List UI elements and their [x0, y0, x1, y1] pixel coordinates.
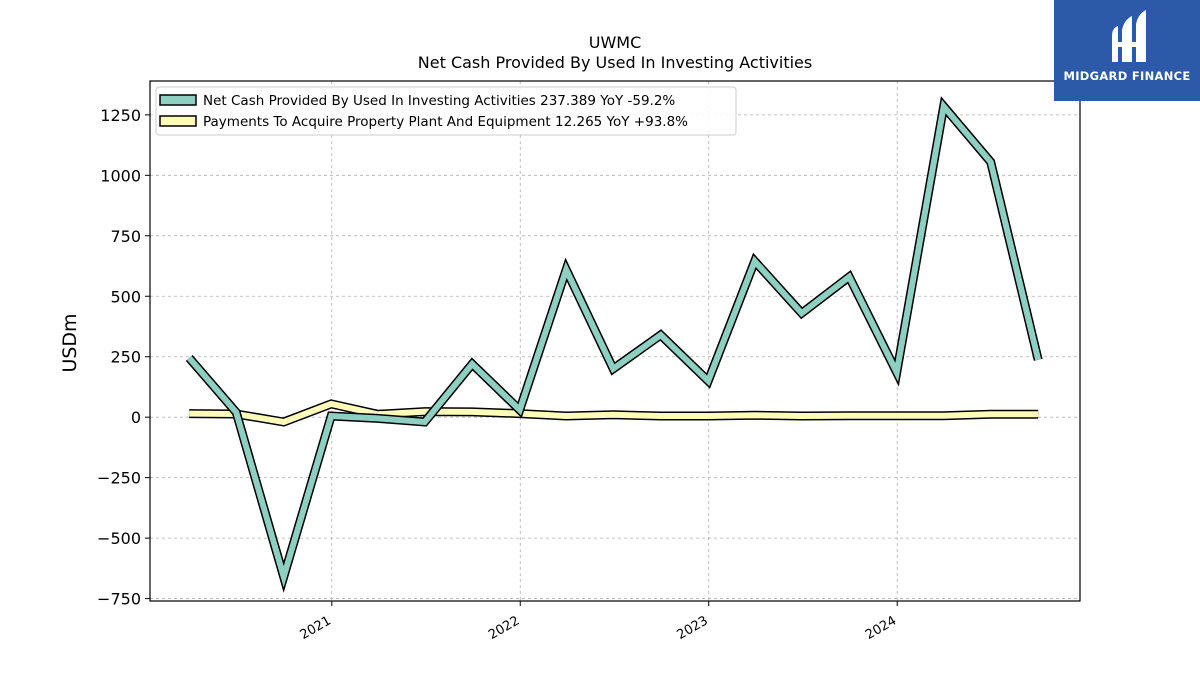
- x-tick-label: 2021: [298, 613, 334, 643]
- legend-label: Net Cash Provided By Used In Investing A…: [203, 93, 675, 109]
- series-line-payments-to-acquire-property-plant-and-equipment: [189, 400, 1039, 426]
- x-tick-label: 2024: [863, 613, 899, 643]
- midgard-logo-icon: [1112, 10, 1146, 62]
- plot-frame: [149, 80, 1081, 602]
- y-tick-label: 750: [110, 227, 141, 246]
- chart-subtitle: Net Cash Provided By Used In Investing A…: [417, 53, 813, 72]
- legend-label: Payments To Acquire Property Plant And E…: [203, 114, 688, 130]
- y-tick-label: −500: [97, 529, 141, 548]
- logo-text: MIDGARD FINANCE: [1063, 69, 1191, 83]
- series-line-net-cash-provided-by-used-in-investing-activities: [186, 99, 1042, 588]
- legend-box: [155, 86, 737, 136]
- y-tick-label: 500: [110, 287, 141, 306]
- legend-swatch: [159, 115, 197, 127]
- legend: Net Cash Provided By Used In Investing A…: [155, 86, 737, 136]
- series-outline-net-cash-provided-by-used-in-investing-activities: [185, 96, 1043, 593]
- y-axis-label: USDm: [59, 313, 81, 372]
- y-tick-label: 250: [110, 348, 141, 367]
- y-tick-label: 1000: [100, 166, 141, 185]
- x-tick-label: 2022: [486, 613, 522, 643]
- midgard-finance-logo: MIDGARD FINANCE: [1054, 0, 1200, 101]
- axis-ticks: −750 −500 −250 0 250 500 750 1000 1250 2021 2022 20…: [97, 106, 899, 643]
- grid-lines: [150, 81, 1080, 601]
- series-lines: [185, 96, 1043, 593]
- y-tick-label: −750: [97, 590, 141, 609]
- chart-title: UWMC: [588, 33, 642, 52]
- y-tick-label: 1250: [100, 106, 141, 125]
- y-tick-label: −250: [97, 469, 141, 488]
- legend-swatch: [159, 94, 197, 106]
- y-tick-label: 0: [131, 408, 141, 427]
- x-tick-label: 2023: [675, 613, 711, 643]
